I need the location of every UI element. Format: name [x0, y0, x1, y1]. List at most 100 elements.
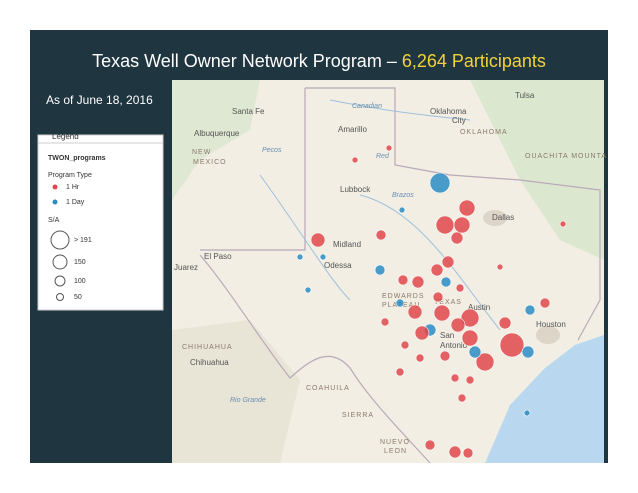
legend-type-title: Program Type [48, 172, 92, 179]
program-site [523, 409, 531, 417]
program-site [468, 345, 482, 359]
program-site [475, 352, 495, 372]
map-label: Antonio [440, 341, 468, 350]
legend-size-label: > 191 [74, 237, 92, 244]
program-site [424, 439, 436, 451]
map-label: OUACHITA MOUNTA [525, 153, 607, 160]
program-site [351, 156, 359, 164]
terrain [172, 80, 260, 200]
program-site [462, 447, 474, 459]
map-label: COAHUILA [306, 385, 350, 392]
program-site [310, 232, 326, 248]
map-label: LEON [384, 448, 407, 455]
legend-size-title: S/A [48, 217, 60, 224]
program-site [304, 286, 312, 294]
program-site [465, 375, 475, 385]
map-label: MEXICO [193, 159, 227, 166]
program-site [460, 308, 480, 328]
legend-size [52, 254, 68, 270]
map-label: Dallas [492, 213, 514, 222]
border [199, 87, 601, 464]
program-site [458, 199, 476, 217]
program-site [539, 297, 551, 309]
program-site [457, 393, 467, 403]
program-site [450, 373, 460, 383]
program-site [498, 316, 512, 330]
title: Texas Well Owner Network Program – 6,264… [92, 51, 546, 71]
subtitle: As of June 18, 2016 [46, 93, 153, 107]
program-site [415, 353, 425, 363]
legend-panel [37, 134, 164, 311]
map-label: EDWARDS [382, 293, 425, 300]
program-site [461, 329, 479, 347]
legend-heading: Legend [52, 132, 79, 141]
program-site [319, 253, 327, 261]
map-label: Rio Grande [230, 397, 266, 404]
map-label: Pecos [262, 147, 282, 154]
legend-size [54, 275, 66, 287]
urban-area [483, 210, 507, 226]
legend-type: 1 Hr [66, 184, 80, 191]
program-site [439, 350, 451, 362]
legend: Legend TWON_programs Program Type 1 Hr 1… [37, 132, 164, 311]
program-site [397, 274, 409, 286]
program-site [448, 445, 462, 459]
legend-type: 1 Day [66, 199, 85, 206]
program-site [453, 216, 471, 234]
map-label: El Paso [204, 252, 232, 261]
map-label: NUEVO [380, 439, 410, 446]
program-site [380, 317, 390, 327]
program-site [524, 304, 536, 316]
program-site [400, 340, 410, 350]
program-site [450, 317, 466, 333]
program-site [559, 220, 567, 228]
program-site [521, 345, 535, 359]
urban-area [536, 326, 560, 344]
map-label: SIERRA [342, 412, 374, 419]
program-site [395, 367, 405, 377]
map-label: Houston [536, 320, 566, 329]
map-label: Santa Fe [232, 107, 265, 116]
program-site [429, 172, 451, 194]
program-site [375, 229, 387, 241]
legend-size-label: 100 [74, 278, 86, 285]
program-site [385, 144, 393, 152]
legend-size-label: 150 [74, 259, 86, 266]
map-label: City [452, 116, 466, 125]
map-label: Chihuahua [190, 358, 229, 367]
program-site [411, 275, 425, 289]
map-label: Oklahoma [430, 107, 467, 116]
program-site [441, 255, 455, 269]
program-site [296, 253, 304, 261]
program-site [414, 325, 430, 341]
map-label: Amarillo [338, 125, 367, 134]
map [172, 80, 604, 464]
program-site [395, 298, 405, 308]
map-label: Canadian [352, 103, 382, 110]
map-label: Juarez [174, 263, 198, 272]
legend-layer: TWON_programs [48, 155, 106, 162]
map-label: CHIHUAHUA [182, 344, 233, 351]
legend-size [50, 230, 70, 250]
gulf [485, 335, 604, 463]
map-label: TEXAS [434, 299, 462, 306]
program-site [433, 304, 451, 322]
legend-swatch [52, 184, 58, 190]
program-site [432, 291, 444, 303]
program-site [450, 231, 464, 245]
map-label: Odessa [324, 261, 352, 270]
title-highlight: 6,264 Participants [402, 51, 546, 71]
map-label: San [440, 331, 454, 340]
program-site [499, 332, 525, 358]
map-label: Brazos [392, 192, 414, 199]
map-label: Lubbock [340, 185, 371, 194]
map-label: Midland [333, 240, 361, 249]
program-site [374, 264, 386, 276]
program-site [455, 283, 465, 293]
map-label: Austin [468, 303, 490, 312]
river [259, 99, 501, 331]
program-site [407, 304, 423, 320]
map-label: NEW [192, 149, 211, 156]
program-site [496, 263, 504, 271]
